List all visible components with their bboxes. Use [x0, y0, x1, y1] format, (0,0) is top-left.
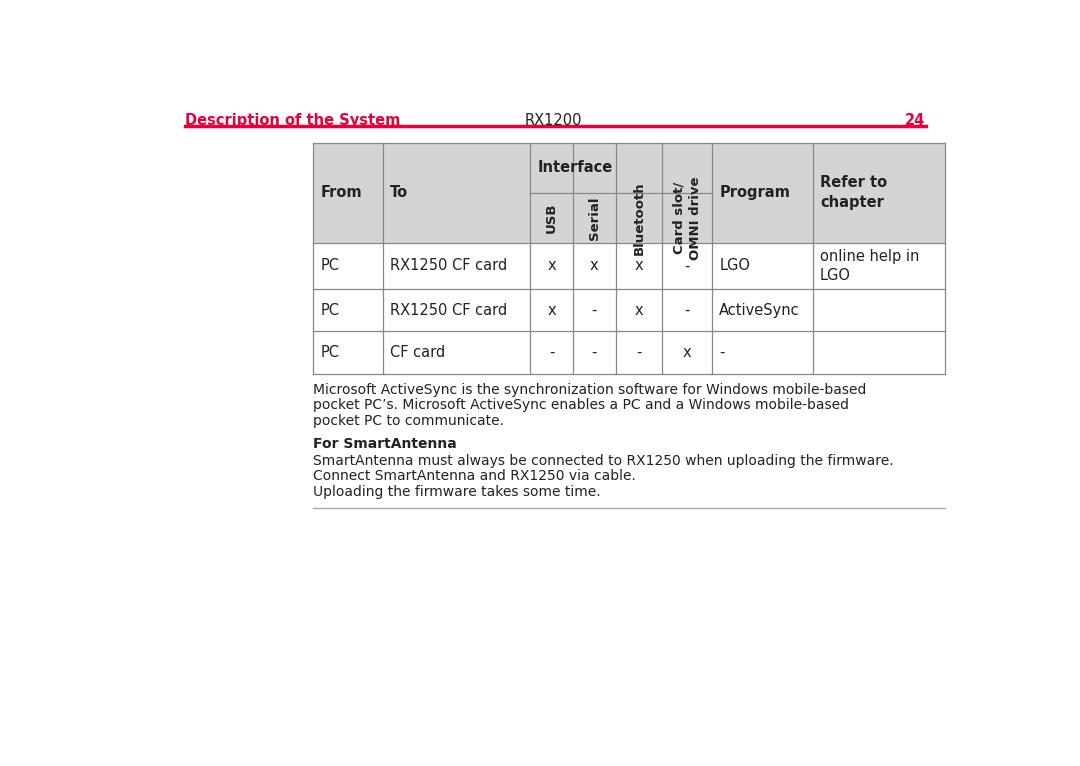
- Text: 24: 24: [905, 113, 926, 129]
- Text: -: -: [685, 303, 690, 318]
- Text: For SmartAntenna: For SmartAntenna: [313, 437, 457, 451]
- Text: Bluetooth: Bluetooth: [632, 181, 645, 254]
- Text: Microsoft ActiveSync is the synchronization software for Windows mobile-based: Microsoft ActiveSync is the synchronizat…: [313, 383, 866, 397]
- Text: x: x: [634, 258, 643, 273]
- Text: To: To: [390, 185, 408, 200]
- Text: pocket PC’s. Microsoft ActiveSync enables a PC and a Windows mobile-based: pocket PC’s. Microsoft ActiveSync enable…: [313, 398, 849, 412]
- Text: USB: USB: [545, 202, 558, 233]
- Bar: [530, 142, 713, 193]
- Text: LGO: LGO: [719, 258, 751, 273]
- Text: CF card: CF card: [390, 345, 445, 360]
- Text: SmartAntenna must always be connected to RX1250 when uploading the firmware.: SmartAntenna must always be connected to…: [313, 453, 894, 468]
- Text: -: -: [592, 345, 597, 360]
- Text: Description of the System: Description of the System: [186, 113, 401, 129]
- Text: Program: Program: [719, 185, 791, 200]
- Text: -: -: [549, 345, 554, 360]
- Text: PC: PC: [321, 258, 339, 273]
- Text: -: -: [685, 258, 690, 273]
- Text: x: x: [683, 345, 691, 360]
- Text: From: From: [321, 185, 362, 200]
- Text: RX1250 CF card: RX1250 CF card: [390, 303, 508, 318]
- Text: Card slot/
OMNI drive: Card slot/ OMNI drive: [673, 176, 702, 260]
- Text: x: x: [634, 303, 643, 318]
- Text: -: -: [636, 345, 642, 360]
- Bar: [313, 142, 383, 374]
- Text: PC: PC: [321, 303, 339, 318]
- Text: pocket PC to communicate.: pocket PC to communicate.: [313, 414, 504, 427]
- Text: x: x: [548, 303, 556, 318]
- Text: PC: PC: [321, 345, 339, 360]
- Bar: [813, 142, 945, 243]
- Text: -: -: [592, 303, 597, 318]
- Text: Refer to
chapter: Refer to chapter: [820, 175, 888, 210]
- Text: -: -: [719, 345, 725, 360]
- Bar: [383, 142, 530, 374]
- Text: x: x: [590, 258, 598, 273]
- Bar: [313, 289, 945, 332]
- Bar: [313, 332, 945, 374]
- Text: RX1200: RX1200: [525, 113, 582, 129]
- Text: Interface: Interface: [537, 160, 612, 175]
- Bar: [530, 193, 713, 243]
- Bar: [713, 142, 813, 243]
- Text: Uploading the firmware takes some time.: Uploading the firmware takes some time.: [313, 485, 600, 499]
- Text: x: x: [548, 258, 556, 273]
- Text: ActiveSync: ActiveSync: [719, 303, 800, 318]
- Bar: [313, 243, 945, 289]
- Text: online help in
LGO: online help in LGO: [820, 248, 919, 283]
- Text: RX1250 CF card: RX1250 CF card: [390, 258, 508, 273]
- Text: Serial: Serial: [588, 196, 600, 240]
- Text: Connect SmartAntenna and RX1250 via cable.: Connect SmartAntenna and RX1250 via cabl…: [313, 470, 636, 483]
